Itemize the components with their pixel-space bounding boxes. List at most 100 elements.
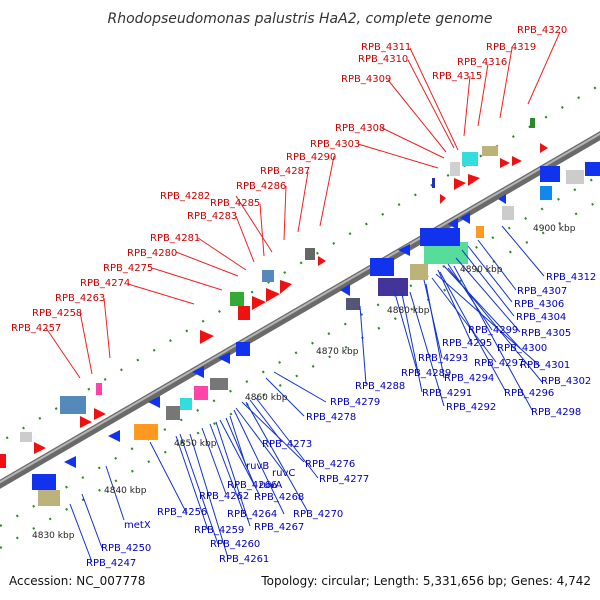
gene-label: RPB_4266: [227, 480, 277, 491]
guide-dots: [0, 84, 600, 549]
gene-arrow: [266, 288, 280, 302]
tick-label: 4880 kbp: [387, 306, 430, 316]
gene-block: [420, 228, 460, 246]
gene-block: [530, 118, 535, 128]
gene-label: RPB_4258: [32, 308, 82, 319]
gene-label: RPB_4274: [80, 278, 130, 289]
gene-block: [305, 248, 315, 260]
gene-block: [378, 278, 408, 296]
gene-label: RPB_4277: [319, 474, 369, 485]
gene-block: [32, 474, 56, 490]
gene-label: RPB_4260: [210, 539, 260, 550]
gene-arrow: [500, 158, 510, 168]
gene-label: RPB_4281: [150, 233, 200, 244]
gene-label: RPB_4306: [514, 299, 564, 310]
gene-label: RPB_4278: [306, 412, 356, 423]
gene-label: RPB_4259: [194, 525, 244, 536]
gene-block: [166, 406, 180, 420]
gene-label: RPB_4273: [262, 439, 312, 450]
gene-label: RPB_4307: [517, 286, 567, 297]
gene-block: [482, 146, 498, 156]
gene-label: RPB_4303: [310, 139, 360, 150]
gene-block: [432, 178, 435, 188]
gene-arrow: [440, 194, 446, 204]
gene-arrow: [64, 456, 76, 468]
genome-backbone: [0, 131, 600, 489]
gene-arrow: [448, 218, 458, 230]
gene-label: RPB_4292: [446, 402, 496, 413]
gene-block: [540, 166, 560, 182]
gene-block: [585, 162, 600, 176]
gene-arrow: [540, 143, 548, 153]
reverse-gene-labels-upper: RPB_4312 RPB_4307 RPB_4306 RPB_4304 RPB_…: [306, 272, 596, 423]
gene-label: RPB_4262: [199, 491, 249, 502]
gene-label: RPB_4295: [442, 338, 492, 349]
gene-label: RPB_4287: [260, 166, 310, 177]
gene-label: RPB_4257: [11, 323, 61, 334]
gene-block: [410, 264, 428, 280]
gene-label: RPB_4315: [432, 71, 482, 82]
gene-arrow: [498, 194, 506, 204]
gene-label: RPB_4261: [219, 554, 269, 565]
gene-arrow: [94, 408, 106, 420]
gene-label: RPB_4270: [293, 509, 343, 520]
gene-arrow: [280, 280, 292, 294]
gene-block: [236, 342, 250, 356]
gene-label: RPB_4280: [127, 248, 177, 259]
gene-label: RPB_4296: [504, 388, 554, 399]
forward-genes: [0, 118, 548, 468]
gene-block: [180, 398, 192, 410]
gene-block: [238, 306, 250, 320]
reverse-gene-labels-lower: RPB_4273 RPB_4276 ruvB ruvC RPB_4277 RPB…: [86, 439, 369, 569]
gene-block: [210, 378, 228, 390]
gene-label: RPB_4290: [286, 152, 336, 163]
gene-label: RPB_4256: [157, 507, 207, 518]
gene-label: RPB_4279: [330, 397, 380, 408]
gene-label: RPB_4320: [517, 25, 567, 36]
gene-label: RPB_4294: [444, 373, 494, 384]
gene-label: metX: [124, 520, 151, 531]
gene-block: [38, 490, 60, 506]
gene-block: [194, 386, 208, 400]
gene-block: [96, 383, 102, 395]
gene-arrow: [218, 352, 230, 364]
accession-text: Accession: NC_007778: [9, 574, 145, 588]
gene-block: [60, 396, 86, 414]
gene-block: [502, 206, 514, 220]
gene-arrow: [80, 416, 92, 428]
gene-block: [0, 454, 6, 468]
gene-block: [230, 292, 244, 306]
gene-label: RPB_4247: [86, 558, 136, 569]
gene-label: RPB_4302: [541, 376, 591, 387]
gene-label: RPB_4293: [418, 353, 468, 364]
gene-label: RPB_4282: [160, 191, 210, 202]
reverse-genes: [32, 162, 600, 506]
gene-label: RPB_4311: [361, 42, 411, 53]
gene-label: RPB_4263: [55, 293, 105, 304]
tick-label: 4900 kbp: [533, 224, 576, 234]
tick-label: 4860 kbp: [245, 393, 288, 403]
gene-label: RPB_4316: [457, 57, 507, 68]
gene-arrow: [340, 284, 350, 296]
tick-label: 4890 kbp: [460, 265, 503, 275]
forward-gene-labels: RPB_4320 RPB_4319 RPB_4311 RPB_4316 RPB_…: [11, 25, 567, 334]
gene-label: RPB_4301: [520, 360, 570, 371]
gene-arrow: [468, 174, 480, 186]
gene-arrow: [318, 256, 326, 266]
tick-label: 4830 kbp: [32, 531, 75, 541]
gene-label: ruvB: [246, 461, 269, 472]
gene-block: [540, 186, 552, 200]
gene-arrow: [454, 178, 466, 190]
gene-label: RPB_4268: [254, 492, 304, 503]
tick-label: 4840 kbp: [104, 486, 147, 496]
gene-label: RPB_4283: [187, 211, 237, 222]
gene-label: RPB_4275: [103, 263, 153, 274]
gene-block: [134, 424, 158, 440]
gene-label: RPB_4308: [335, 123, 385, 134]
gene-label: RPB_4267: [254, 522, 304, 533]
gene-label: RPB_4319: [486, 42, 536, 53]
tick-label: 4850 kbp: [174, 439, 217, 449]
gene-block: [462, 152, 478, 166]
gene-label: RPB_4298: [531, 407, 581, 418]
